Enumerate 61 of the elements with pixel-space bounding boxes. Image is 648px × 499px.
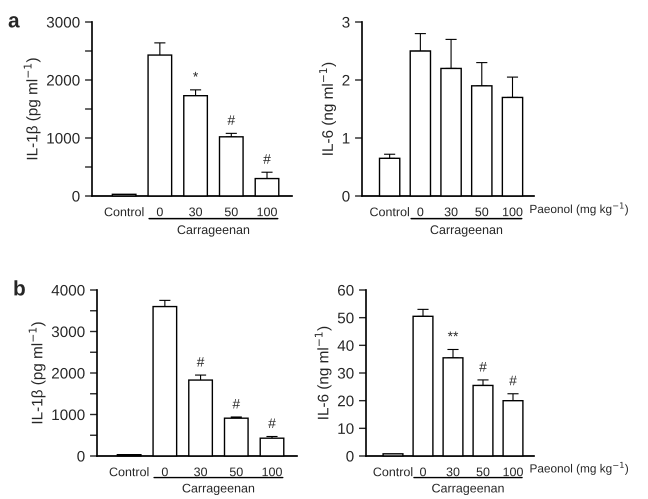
annotation: # bbox=[232, 399, 240, 409]
x-axis-title: Carrageenan bbox=[432, 484, 504, 496]
x-tick-label: Control bbox=[370, 207, 409, 216]
y-tick-label: 1 bbox=[342, 133, 350, 144]
x-tick-label: 30 bbox=[189, 207, 202, 216]
annotation: # bbox=[509, 376, 517, 386]
y-tick-label: 2000 bbox=[52, 368, 85, 379]
y-tick-label: 2000 bbox=[46, 74, 80, 86]
x-tick-label: Control bbox=[373, 467, 412, 476]
y-axis-title: IL-1β (pg ml$^{−1}$) bbox=[24, 58, 41, 160]
x-tick-label: Control bbox=[104, 207, 144, 216]
y-tick-label: 3 bbox=[342, 16, 350, 28]
annotation: # bbox=[196, 357, 204, 367]
chart-title: b bbox=[14, 280, 25, 296]
y-axis-title: IL-1β (pg ml$^{−1}$) bbox=[28, 322, 46, 424]
annotation: # bbox=[268, 418, 276, 428]
x-tick-label: 0 bbox=[417, 207, 424, 216]
x-tick-label: 100 bbox=[504, 467, 523, 476]
annotation: * bbox=[193, 72, 198, 77]
x-axis-title: Carrageenan bbox=[430, 225, 502, 237]
x-tick-label: 100 bbox=[258, 207, 277, 216]
y-axis-title: IL-6 (ng ml$^{−1}$) bbox=[314, 326, 332, 419]
x-tick-label: 0 bbox=[162, 467, 168, 476]
y-tick-label: 20 bbox=[338, 396, 354, 406]
annotation: # bbox=[263, 154, 271, 164]
annotation: # bbox=[479, 362, 487, 372]
y-tick-label: 0 bbox=[346, 450, 354, 462]
x-tick-label: 50 bbox=[224, 207, 238, 216]
x-tick-label: 100 bbox=[262, 467, 282, 476]
x-tick-label: 100 bbox=[503, 207, 522, 216]
y-tick-label: 30 bbox=[338, 368, 354, 379]
x-tick-label: 50 bbox=[475, 207, 488, 216]
y-tick-label: 3000 bbox=[46, 16, 80, 28]
y-tick-label: 60 bbox=[338, 284, 354, 296]
y-tick-label: 10 bbox=[338, 423, 354, 434]
annotation: # bbox=[227, 115, 236, 125]
y-tick-label: 1000 bbox=[47, 132, 80, 144]
y-tick-label: 0 bbox=[342, 190, 350, 202]
x-tick-label: 0 bbox=[420, 467, 426, 476]
text: Paeonol (mg kg$^{−1}$) bbox=[530, 202, 628, 216]
y-axis-title: IL-6 (ng ml$^{−1}$) bbox=[319, 62, 336, 155]
y-tick-label: 4000 bbox=[52, 284, 85, 296]
x-tick-label: 0 bbox=[156, 207, 163, 216]
x-tick-label: 30 bbox=[446, 467, 460, 476]
x-tick-label: Control bbox=[110, 467, 148, 476]
x-tick-label: 30 bbox=[444, 207, 458, 216]
y-tick-label: 2 bbox=[342, 74, 350, 86]
x-tick-label: 30 bbox=[194, 467, 208, 476]
y-tick-label: 0 bbox=[72, 190, 80, 202]
chart-title: a bbox=[8, 16, 20, 28]
annotation: ** bbox=[448, 331, 458, 336]
text: Paeonol (mg kg$^{−1}$) bbox=[530, 462, 628, 475]
x-axis-title: Carrageenan bbox=[178, 225, 250, 237]
y-tick-label: 1000 bbox=[52, 409, 85, 420]
x-tick-label: 50 bbox=[476, 467, 490, 476]
x-tick-label: 50 bbox=[230, 467, 243, 476]
x-axis-title: Carrageenan bbox=[182, 484, 254, 496]
y-tick-label: 40 bbox=[338, 340, 354, 352]
y-tick-label: 50 bbox=[338, 312, 354, 324]
y-tick-label: 0 bbox=[77, 450, 85, 462]
y-tick-label: 3000 bbox=[52, 326, 85, 338]
